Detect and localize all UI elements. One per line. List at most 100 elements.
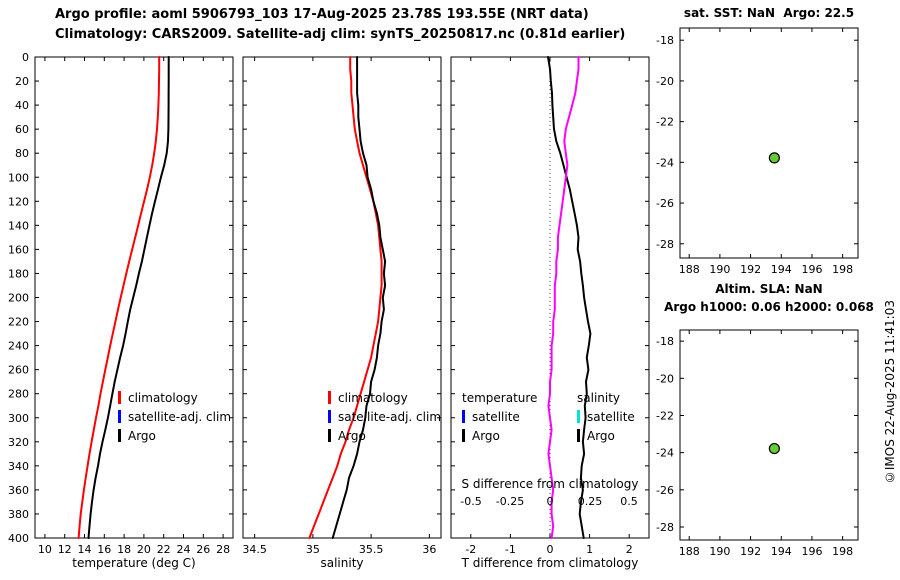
legend-label: satellite-adj. clim: [338, 409, 442, 424]
y-tick-label: 160: [8, 243, 29, 256]
y-tick-label: 340: [8, 460, 29, 473]
salinity-axis-label: salinity: [320, 556, 364, 570]
x-tick-label: 188: [679, 263, 700, 276]
s-diff-tick-label: -0.5: [460, 495, 482, 508]
legend-item: climatology: [118, 388, 231, 407]
y-tick-label: -22: [656, 116, 674, 129]
legend-item: Argo: [577, 426, 635, 445]
legend-label: Argo: [472, 428, 500, 443]
legend-item: satellite-adj. clim: [118, 407, 231, 426]
x-tick-label: 198: [832, 545, 853, 558]
profile-line-s-diff-argo: [547, 56, 580, 539]
legend-item: Argo: [118, 426, 231, 445]
s-diff-tick-label: -0.25: [495, 495, 525, 508]
axis-box: [242, 56, 442, 539]
y-tick-label: 300: [8, 412, 29, 425]
y-tick-label: 400: [8, 532, 29, 545]
legend-item: satellite: [577, 407, 635, 426]
y-tick-label: -26: [656, 484, 674, 497]
y-tick-label: -18: [656, 34, 674, 47]
legend-label: Argo: [128, 428, 156, 443]
y-tick-label: -20: [656, 75, 674, 88]
profile-line-climatology: [77, 56, 161, 539]
y-tick-label: -22: [656, 409, 674, 422]
y-tick-label: -24: [656, 447, 674, 460]
y-tick-label: 280: [8, 388, 29, 401]
x-tick-label: 20: [137, 543, 151, 556]
profile-line-argo: [87, 56, 170, 539]
y-tick-label: -28: [656, 238, 674, 251]
temperature-panel-legend: climatology satellite-adj. clim Argo: [118, 388, 231, 445]
s-diff-tick-label: 0: [546, 495, 554, 508]
x-tick-label: 10: [38, 543, 52, 556]
sla-map-title-line2: Argo h1000: 0.06 h2000: 0.068: [664, 300, 874, 314]
legend-label: Argo: [338, 428, 366, 443]
y-tick-label: 360: [8, 484, 29, 497]
climatology-line-swatch: [328, 391, 331, 404]
x-tick-label: -2: [465, 543, 476, 556]
y-tick-label: 200: [8, 292, 29, 305]
argo-line-swatch: [118, 429, 121, 442]
y-tick-label: -20: [656, 372, 674, 385]
legend-label: Argo: [587, 428, 615, 443]
y-tick-label: 320: [8, 436, 29, 449]
sla-map-title-line1: Altim. SLA: NaN: [715, 282, 823, 296]
x-tick-label: 192: [740, 263, 761, 276]
y-tick-label: 260: [8, 364, 29, 377]
x-tick-label: 190: [709, 263, 730, 276]
y-tick-label: -18: [656, 335, 674, 348]
legend-label: satellite: [472, 409, 520, 424]
y-tick-label: -26: [656, 197, 674, 210]
x-tick-label: 194: [771, 545, 792, 558]
x-tick-label: 35: [306, 543, 320, 556]
x-tick-label: 1: [586, 543, 593, 556]
axis-box: [679, 329, 859, 541]
s-diff-tick-label: 0.25: [577, 495, 603, 508]
salinity-panel-legend: climatology satellite-adj. clim Argo: [328, 388, 441, 445]
y-tick-label: 140: [8, 219, 29, 232]
diff-panel-temperature-legend: temperature satellite Argo: [462, 388, 537, 445]
x-tick-label: 14: [78, 543, 92, 556]
legend-group-header: salinity: [577, 390, 621, 405]
satellite-adj-clim-line-swatch: [118, 410, 121, 423]
s-diff-tick-label: 0.5: [620, 495, 638, 508]
axis-box: [679, 27, 859, 259]
x-tick-label: 188: [679, 545, 700, 558]
y-tick-label: 0: [22, 51, 29, 64]
x-tick-label: 28: [216, 543, 230, 556]
copyright-timestamp: ©IMOS 22-Aug-2025 11:41:03: [883, 300, 897, 485]
sst-map-title: sat. SST: NaN Argo: 22.5: [683, 6, 855, 20]
x-tick-label: 192: [740, 545, 761, 558]
s-difference-axis-label: S difference from climatology: [461, 477, 639, 491]
legend-item: climatology: [328, 388, 441, 407]
x-tick-label: 196: [801, 545, 822, 558]
x-tick-label: 24: [177, 543, 191, 556]
t-difference-axis-label: T difference from climatology: [461, 556, 639, 570]
profile-line-argo: [331, 56, 387, 539]
legend-label: satellite: [587, 409, 635, 424]
figure-title-line1: Argo profile: aoml 5906793_103 17-Aug-20…: [55, 7, 589, 22]
satellite-s-diff-swatch: [577, 410, 580, 423]
argo-t-diff-swatch: [462, 429, 465, 442]
x-tick-label: 196: [801, 263, 822, 276]
y-tick-label: 220: [8, 316, 29, 329]
y-tick-label: 380: [8, 508, 29, 521]
x-tick-label: 16: [97, 543, 111, 556]
legend-item: Argo: [328, 426, 441, 445]
y-tick-label: 100: [8, 171, 29, 184]
y-tick-label: 180: [8, 267, 29, 280]
legend-item: satellite-adj. clim: [328, 407, 441, 426]
argo-line-swatch: [328, 429, 331, 442]
argo-s-diff-swatch: [577, 429, 580, 442]
x-tick-label: 12: [58, 543, 72, 556]
legend-item: Argo: [462, 426, 537, 445]
x-tick-label: 18: [117, 543, 131, 556]
x-tick-label: 34.5: [242, 543, 267, 556]
x-tick-label: 194: [771, 263, 792, 276]
argo-position-marker: [768, 442, 780, 455]
temperature-axis-label: temperature (deg C): [72, 556, 196, 570]
legend-label: satellite-adj. clim: [128, 409, 232, 424]
y-tick-label: 120: [8, 195, 29, 208]
